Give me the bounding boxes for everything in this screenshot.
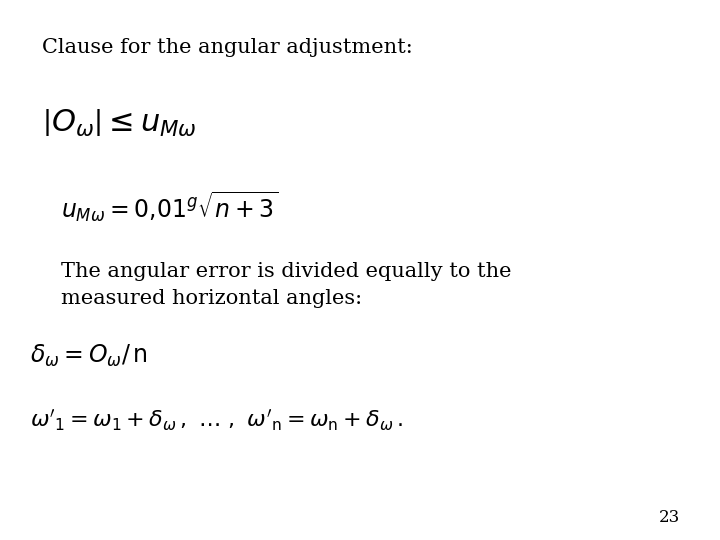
Text: $\omega'_{1} = \omega_{1} + \delta_{\omega}\,,\ \ldots\ ,\ \omega'_{\mathrm{n}} : $\omega'_{1} = \omega_{1} + \delta_{\ome… [30,408,403,433]
Text: $\delta_{\omega} = O_{\omega}/\, \mathrm{n}$: $\delta_{\omega} = O_{\omega}/\, \mathrm… [30,343,148,369]
Text: The angular error is divided equally to the
measured horizontal angles:: The angular error is divided equally to … [61,262,512,308]
Text: 23: 23 [659,510,680,526]
Text: $\left|O_{\omega}\right| \leq u_{M\omega}$: $\left|O_{\omega}\right| \leq u_{M\omega… [42,108,197,139]
Text: $u_{M\omega} = 0{,}01^{g}\sqrt{n+3}$: $u_{M\omega} = 0{,}01^{g}\sqrt{n+3}$ [61,189,279,224]
Text: Clause for the angular adjustment:: Clause for the angular adjustment: [42,38,413,57]
